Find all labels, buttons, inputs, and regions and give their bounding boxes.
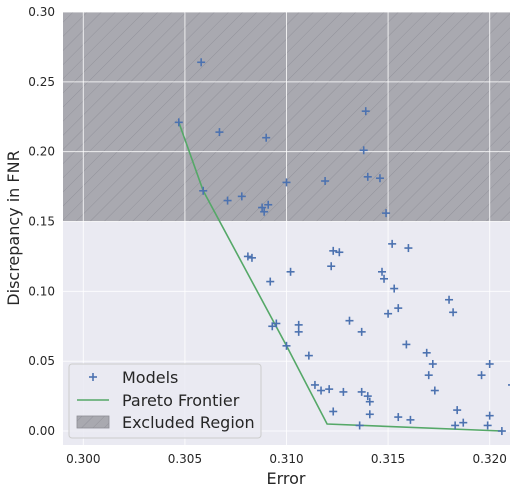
- model-point: [497, 427, 506, 436]
- model-point: [247, 253, 256, 262]
- model-point: [272, 319, 281, 328]
- legend-models-marker: [89, 373, 97, 381]
- model-point: [223, 196, 232, 205]
- y-tick-label: 0.05: [28, 354, 55, 368]
- legend-excluded-hatch: [77, 416, 109, 428]
- model-point: [199, 186, 208, 195]
- model-point: [282, 178, 291, 187]
- model-point: [304, 351, 313, 360]
- model-point: [445, 295, 454, 304]
- model-point: [430, 386, 439, 395]
- y-tick-label: 0.25: [28, 75, 55, 89]
- model-point: [262, 133, 271, 142]
- x-tick-label: 0.320: [473, 452, 507, 466]
- model-point: [325, 385, 334, 394]
- model-point: [459, 418, 468, 427]
- model-point: [394, 304, 403, 313]
- model-point: [485, 411, 494, 420]
- legend-box: [68, 363, 262, 439]
- model-point: [365, 397, 374, 406]
- model-point: [375, 174, 384, 183]
- model-point: [404, 244, 413, 253]
- model-point: [286, 267, 295, 276]
- x-tick-label: 0.310: [269, 452, 303, 466]
- y-tick-label: 0.15: [28, 215, 55, 229]
- model-point: [321, 177, 330, 186]
- model-point: [449, 308, 458, 317]
- legend-pareto-label: Pareto Frontier: [122, 391, 240, 410]
- model-point: [197, 58, 206, 67]
- model-point: [363, 172, 372, 181]
- model-point: [345, 316, 354, 325]
- legend: Models Pareto Frontier Excluded Region: [68, 363, 262, 439]
- model-point: [327, 262, 336, 271]
- model-point: [361, 107, 370, 116]
- model-point: [390, 284, 399, 293]
- model-point: [266, 277, 275, 286]
- y-axis-ticks: 0.00 0.05 0.10 0.15 0.20 0.25 0.30: [28, 5, 55, 438]
- legend-excluded-label: Excluded Region: [122, 413, 255, 432]
- model-point: [365, 410, 374, 419]
- model-point: [329, 407, 338, 416]
- model-point: [382, 209, 391, 218]
- model-point: [174, 118, 183, 127]
- y-tick-label: 0.10: [28, 284, 55, 298]
- model-point: [424, 371, 433, 380]
- x-tick-label: 0.305: [168, 452, 202, 466]
- model-point: [339, 387, 348, 396]
- grid-lines: [63, 11, 510, 445]
- model-point: [258, 203, 267, 212]
- model-point: [422, 348, 431, 357]
- model-point: [329, 246, 338, 255]
- model-point: [335, 248, 344, 257]
- y-axis-label: Discrepancy in FNR: [4, 150, 23, 305]
- model-point: [451, 421, 460, 430]
- model-point: [357, 387, 366, 396]
- model-point: [243, 252, 252, 261]
- model-point: [483, 421, 492, 430]
- y-tick-label: 0.20: [28, 145, 55, 159]
- model-point: [485, 359, 494, 368]
- model-point: [317, 386, 326, 395]
- model-point: [355, 421, 364, 430]
- model-point: [260, 207, 269, 216]
- models-points: [174, 58, 510, 436]
- model-point: [294, 320, 303, 329]
- model-point: [402, 340, 411, 349]
- model-point: [406, 415, 415, 424]
- model-point: [237, 192, 246, 201]
- model-point: [380, 274, 389, 283]
- x-tick-label: 0.315: [371, 452, 405, 466]
- y-tick-label: 0.00: [28, 424, 55, 438]
- model-point: [264, 200, 273, 209]
- model-point: [394, 413, 403, 422]
- model-point: [294, 327, 303, 336]
- legend-models-label: Models: [122, 368, 178, 387]
- model-point: [428, 359, 437, 368]
- model-point: [215, 128, 224, 137]
- model-point: [477, 371, 486, 380]
- model-point: [508, 384, 510, 386]
- x-tick-label: 0.300: [66, 452, 100, 466]
- model-point: [384, 309, 393, 318]
- model-point: [310, 380, 319, 389]
- model-point: [363, 392, 372, 401]
- y-tick-label: 0.30: [28, 5, 55, 19]
- x-axis-ticks: 0.300 0.305 0.310 0.315 0.320: [66, 452, 507, 466]
- model-point: [268, 322, 277, 331]
- model-point: [453, 406, 462, 415]
- model-point: [377, 267, 386, 276]
- model-point: [282, 341, 291, 350]
- model-point: [357, 327, 366, 336]
- x-axis-label: Error: [267, 469, 306, 488]
- model-point: [388, 239, 397, 248]
- model-point: [359, 146, 368, 155]
